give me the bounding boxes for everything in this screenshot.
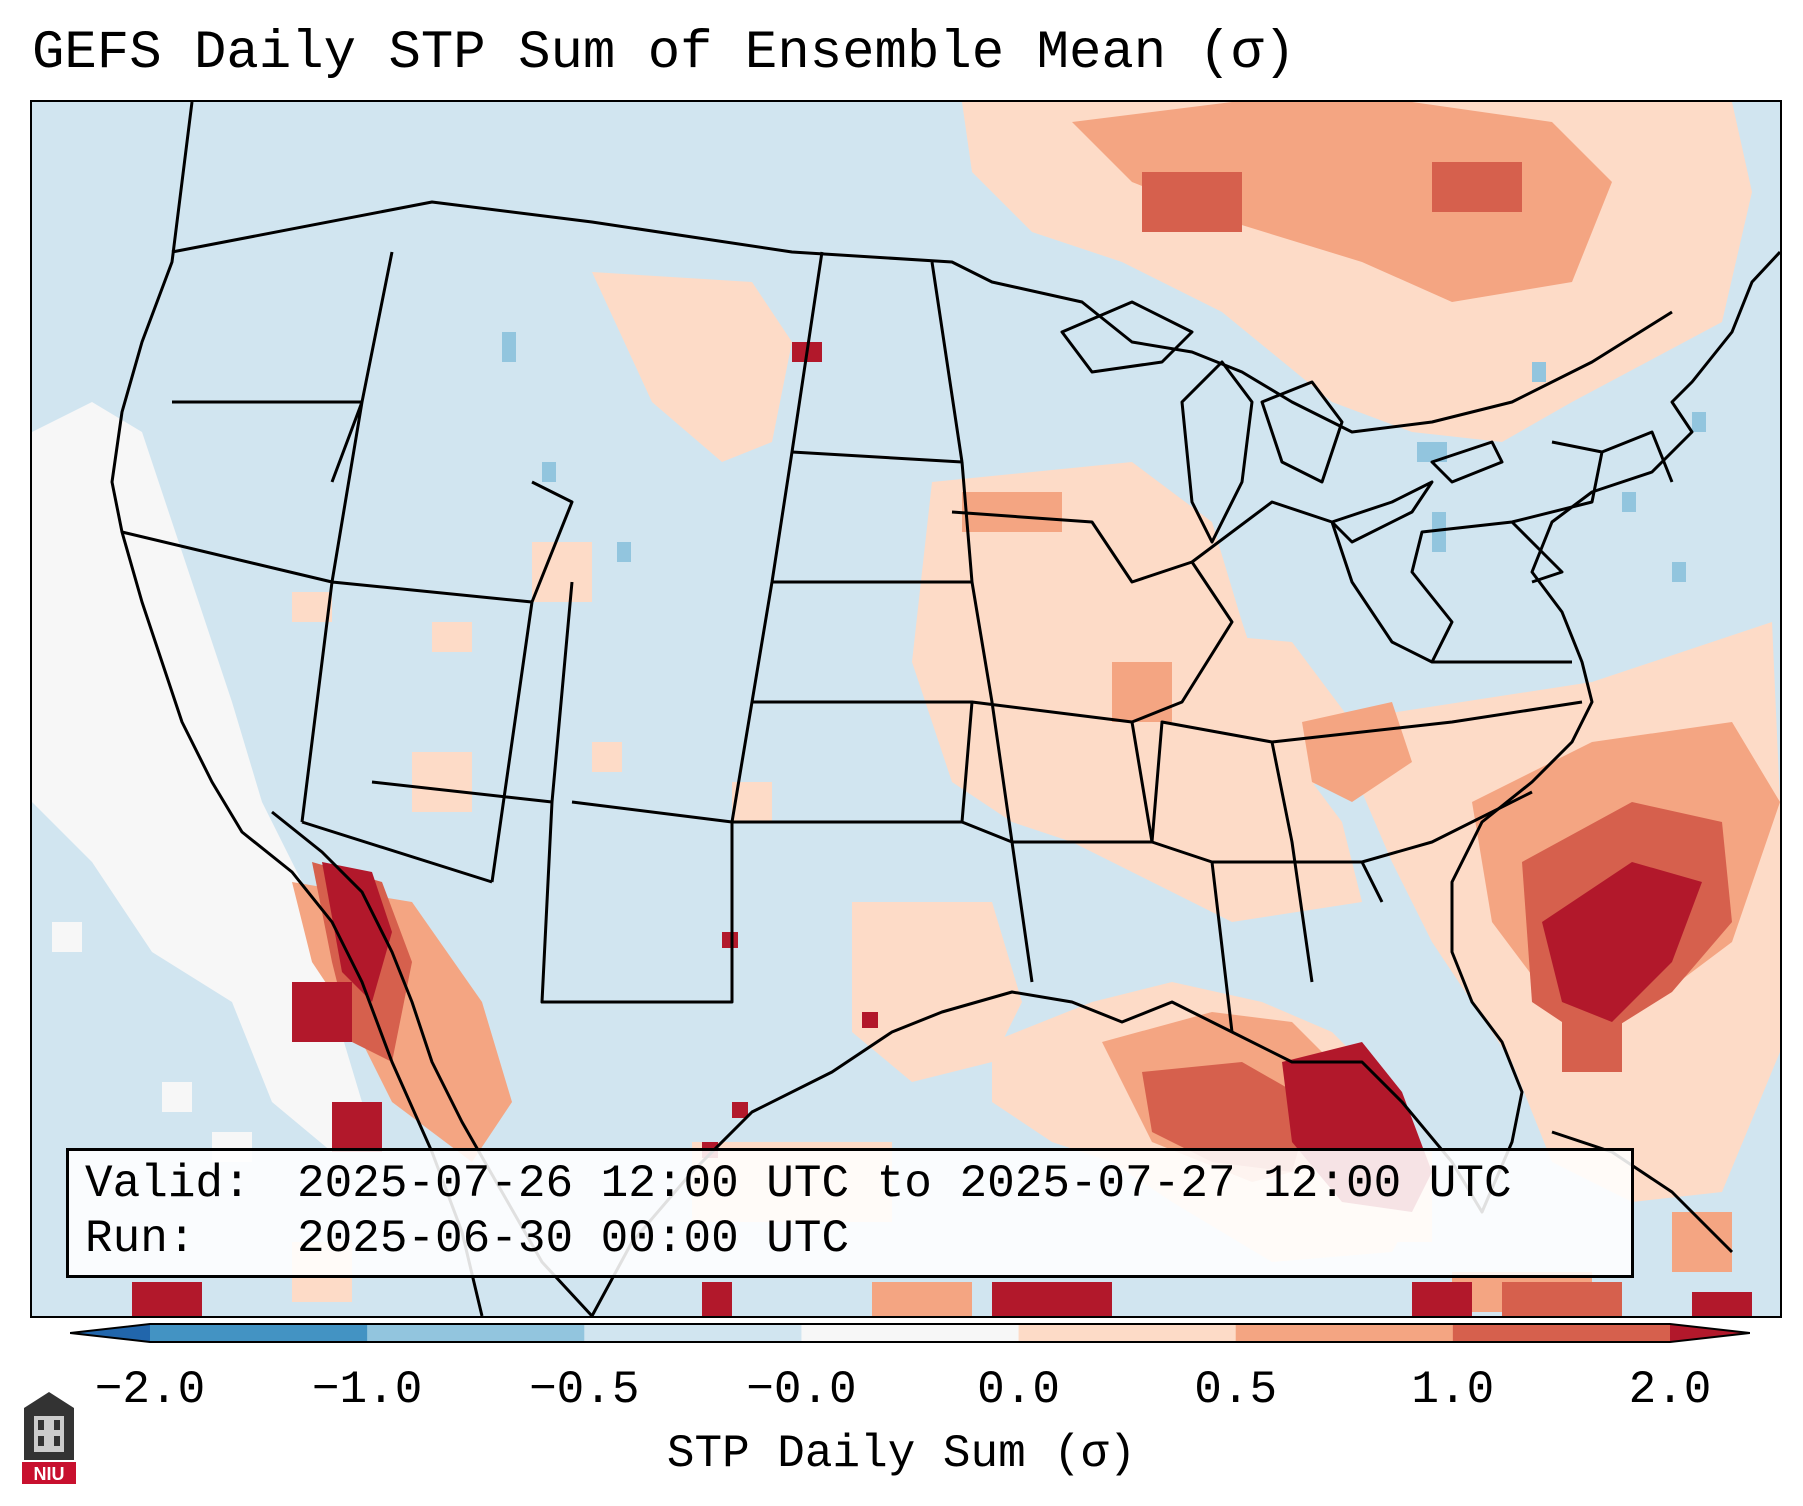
colorbar-bin [584,1324,802,1342]
run-label: Run: [85,1213,196,1265]
neutral-anomaly-patches [32,402,362,1302]
logo-text: NIU [34,1464,65,1484]
colorbar-bin [1018,1324,1237,1342]
colorbar-over-arrow [1670,1324,1750,1342]
map-panel [30,100,1782,1318]
colorbar-bin [801,1324,1020,1342]
valid-label: Valid: [85,1158,251,1210]
colorbar-bin [1452,1324,1671,1342]
coastline-and-borders [110,102,1780,1316]
run-time: 2025-06-30 00:00 UTC [297,1213,850,1265]
chart-title: GEFS Daily STP Sum of Ensemble Mean (σ) [32,23,1296,84]
colorbar [70,1323,1750,1343]
colorbar-tick-label: −0.0 [746,1364,857,1416]
colorbar-under-arrow [70,1324,150,1342]
negative-anomaly-cells [502,332,1706,582]
colorbar-tick-label: 0.5 [1194,1364,1278,1416]
colorbar-tick-label: 2.0 [1628,1364,1712,1416]
colorbar-tick-label: −2.0 [94,1364,206,1416]
colorbar-tick-label: 1.0 [1411,1364,1495,1416]
colorbar-bin [367,1324,585,1342]
colorbar-tick-label: −0.5 [529,1364,640,1416]
colorbar-bins [150,1324,1671,1342]
colorbar-label: STP Daily Sum (σ) [666,1428,1137,1480]
valid-run-info-box: Valid: 2025-07-26 12:00 UTC to 2025-07-27… [66,1148,1634,1278]
colorbar-tick-label: 0.0 [977,1364,1060,1416]
colorbar-tick-labels: −2.0 −1.0 −0.5 −0.0 0.0 0.5 1.0 2.0 [0,1362,1803,1422]
colorbar-bin [1235,1324,1454,1342]
map-canvas [32,102,1780,1316]
colorbar-tick-label: −1.0 [311,1364,423,1416]
valid-time-range: 2025-07-26 12:00 UTC to 2025-07-27 12:00… [297,1158,1512,1210]
colorbar-outline [70,1323,1750,1343]
colorbar-bin [150,1324,368,1342]
niu-logo: NIU [22,1392,76,1484]
